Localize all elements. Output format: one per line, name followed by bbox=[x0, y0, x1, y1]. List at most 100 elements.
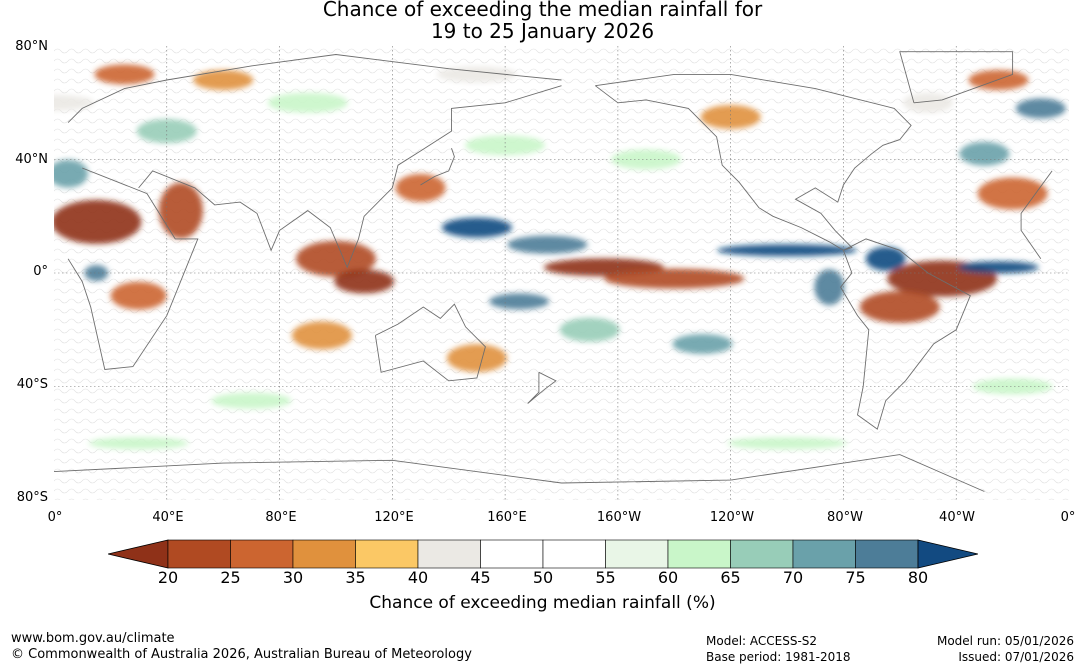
coastline bbox=[527, 371, 557, 404]
rainfall-anomaly-region bbox=[446, 344, 507, 373]
colorbar-bin bbox=[417, 539, 481, 569]
coastline bbox=[67, 54, 562, 123]
footer-dates: Model run: 05/01/2026 Issued: 07/01/2026 bbox=[937, 633, 1074, 665]
rainfall-anomaly-region bbox=[267, 92, 348, 113]
rainfall-anomaly-region bbox=[465, 135, 546, 156]
footer-credits: www.bom.gov.au/climate © Commonwealth of… bbox=[11, 631, 472, 663]
rainfall-anomaly-region bbox=[972, 378, 1053, 395]
rainfall-anomaly-region bbox=[814, 269, 845, 306]
colorbar-arrow-high bbox=[917, 539, 978, 569]
colorbar-bin bbox=[730, 539, 794, 569]
lon-label-120w: 120°W bbox=[709, 510, 755, 525]
rainfall-anomaly-region bbox=[727, 437, 848, 450]
footer-copyright: © Commonwealth of Australia 2026, Austra… bbox=[11, 647, 472, 662]
rainfall-anomaly-region bbox=[110, 281, 167, 310]
coastline bbox=[138, 85, 562, 269]
colorbar-arrow-low bbox=[108, 539, 169, 569]
rainfall-anomaly-region bbox=[295, 240, 376, 277]
rainfall-anomaly-region bbox=[54, 199, 142, 244]
rainfall-anomaly-region bbox=[559, 317, 620, 342]
lat-label-0: 0° bbox=[33, 264, 48, 279]
coastline bbox=[840, 238, 971, 430]
colorbar-tick-label: 60 bbox=[657, 568, 679, 587]
colorbar-tick-label: 50 bbox=[532, 568, 554, 587]
rainfall-anomaly-region bbox=[507, 235, 588, 254]
map-title-line1: Chance of exceeding the median rainfall … bbox=[322, 0, 763, 21]
colorbar-tick-label: 20 bbox=[157, 568, 179, 587]
rainfall-anomaly-region bbox=[604, 268, 745, 289]
coastline bbox=[420, 148, 455, 186]
coastline bbox=[67, 167, 1053, 370]
rainfall-anomaly-region bbox=[84, 265, 109, 281]
lat-label-80n: 80°N bbox=[15, 39, 48, 54]
footer-model-run: Model run: 05/01/2026 bbox=[936, 634, 1074, 648]
coastline bbox=[374, 303, 486, 382]
coastline bbox=[595, 73, 912, 251]
lon-label-80w: 80°W bbox=[827, 510, 863, 525]
map-title-line2: 19 to 25 January 2026 bbox=[430, 19, 655, 43]
colorbar-bin bbox=[355, 539, 419, 569]
rainfall-anomaly-region bbox=[672, 333, 733, 354]
world-map-rainfall-probability-icon bbox=[54, 46, 1069, 500]
rainfall-anomaly-region bbox=[211, 392, 292, 409]
lon-label-80e: 80°E bbox=[265, 510, 297, 525]
colorbar-tick-label: 25 bbox=[220, 568, 241, 587]
rainfall-anomaly-region bbox=[158, 182, 203, 239]
rainfall-anomaly-region bbox=[977, 177, 1048, 210]
colorbar-tick-label: 55 bbox=[595, 568, 616, 587]
colorbar-bin bbox=[792, 539, 856, 569]
rainfall-anomaly-region bbox=[717, 244, 858, 257]
rainfall-anomaly-region bbox=[54, 94, 94, 111]
colorbar-tick-label: 75 bbox=[845, 568, 866, 587]
coastline bbox=[54, 454, 985, 492]
rainfall-anomaly-region bbox=[489, 293, 550, 310]
lon-label-160w: 160°W bbox=[596, 510, 642, 525]
rainfall-map bbox=[54, 46, 1069, 500]
rainfall-anomaly-region bbox=[865, 246, 906, 271]
rainfall-anomaly-region bbox=[334, 269, 395, 294]
lon-label-0-right: 0° bbox=[1060, 510, 1076, 525]
rainfall-anomaly-region bbox=[395, 173, 446, 202]
colorbar-tick-label: 35 bbox=[345, 568, 366, 587]
coastline bbox=[899, 51, 1014, 104]
colorbar-tick-label: 65 bbox=[720, 568, 741, 587]
footer-url[interactable]: www.bom.gov.au/climate bbox=[11, 631, 175, 646]
footer-base-period: Base period: 1981-2018 bbox=[706, 650, 851, 664]
lon-label-40w: 40°W bbox=[939, 510, 975, 525]
lat-label-40s: 40°S bbox=[16, 377, 48, 392]
lon-label-160e: 160°E bbox=[487, 510, 527, 525]
colorbar-tick-label: 70 bbox=[782, 568, 804, 587]
colorbar-tick-label: 30 bbox=[282, 568, 304, 587]
lon-label-0-left: 0° bbox=[47, 510, 63, 525]
colorbar-bin bbox=[480, 539, 544, 569]
footer-model-info: Model: ACCESS-S2 Base period: 1981-2018 bbox=[706, 633, 851, 665]
colorbar-bin bbox=[667, 539, 731, 569]
rainfall-anomaly-region bbox=[959, 141, 1010, 166]
rainfall-anomaly-region bbox=[859, 291, 940, 324]
colorbar-bin bbox=[542, 539, 606, 569]
rainfall-anomaly-region bbox=[193, 70, 254, 91]
rainfall-anomaly-region bbox=[94, 64, 155, 85]
rainfall-anomaly-region bbox=[700, 104, 761, 129]
footer-model: Model: ACCESS-S2 bbox=[706, 634, 818, 648]
rainfall-anomaly-region bbox=[441, 217, 512, 238]
colorbar-bin bbox=[855, 539, 919, 569]
colorbar-bin bbox=[292, 539, 356, 569]
colorbar-tick-label: 40 bbox=[407, 568, 429, 587]
colorbar bbox=[108, 539, 978, 569]
colorbar-label: Chance of exceeding median rainfall (%) bbox=[369, 593, 716, 613]
rainfall-anomaly-region bbox=[958, 261, 1039, 274]
colorbar-bin bbox=[230, 539, 294, 569]
rainfall-anomaly-region bbox=[291, 321, 352, 350]
rainfall-anomaly-region bbox=[903, 92, 954, 113]
footer-issued: Issued: 07/01/2026 bbox=[958, 650, 1074, 664]
rainfall-anomaly-region bbox=[1015, 98, 1066, 119]
colorbar-tick-label: 80 bbox=[907, 568, 929, 587]
lon-label-40e: 40°E bbox=[152, 510, 184, 525]
colorbar-tick-label: 45 bbox=[470, 568, 491, 587]
rainfall-anomaly-region bbox=[436, 66, 517, 83]
lat-label-40n: 40°N bbox=[15, 152, 48, 167]
colorbar-bin bbox=[605, 539, 669, 569]
rainfall-anomaly-region bbox=[88, 437, 189, 450]
rainfall-anomaly-region bbox=[54, 159, 89, 188]
